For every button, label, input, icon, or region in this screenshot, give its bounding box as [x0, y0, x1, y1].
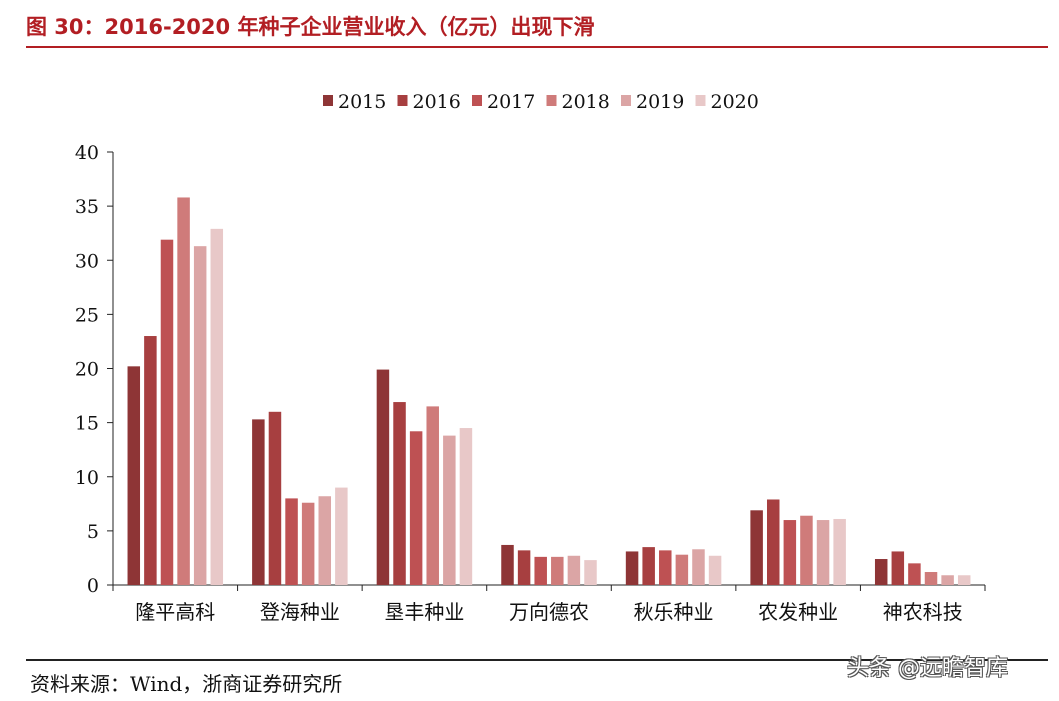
legend-swatch-2019 — [621, 95, 631, 106]
y-tick-label: 15 — [75, 413, 99, 435]
legend-label-2019: 2019 — [636, 91, 684, 113]
y-tick-label: 5 — [87, 521, 99, 543]
bar-2020-5 — [833, 518, 846, 585]
bar-2019-5 — [816, 520, 830, 585]
bar-2015-5 — [750, 510, 763, 585]
bar-2016-4 — [642, 547, 655, 585]
bar-2018-3 — [551, 556, 564, 585]
bar-2020-3 — [584, 560, 597, 585]
bar-2019-6 — [941, 575, 954, 585]
source-note: 资料来源：Wind，浙商证券研究所 — [30, 672, 343, 696]
bar-2019-1 — [318, 496, 332, 585]
x-tick-label: 隆平高科 — [135, 600, 215, 624]
y-tick-label: 40 — [75, 142, 99, 164]
legend-swatch-2017 — [472, 95, 482, 106]
bar-chart: 2015 2016 2017 2018 2019 2020 0 5 10 15 20 25 30 35 4… — [75, 91, 986, 624]
bar-2015-6 — [874, 559, 888, 585]
bar-2018-2 — [426, 406, 439, 585]
figure-title: 图 30：2016-2020 年种子企业营业收入（亿元）出现下滑 — [26, 15, 595, 39]
x-tick-label: 神农科技 — [883, 600, 963, 624]
x-tick-label: 垦丰种业 — [384, 600, 464, 624]
bar-2018-0 — [177, 197, 190, 585]
bar-2017-4 — [659, 550, 672, 585]
bar-2016-2 — [393, 402, 406, 585]
bar-2019-0 — [193, 246, 207, 586]
y-tick-label: 30 — [75, 250, 99, 272]
legend-label-2016: 2016 — [413, 91, 461, 113]
y-axis: 0 5 10 15 20 25 30 35 40 — [75, 142, 114, 597]
bar-2015-4 — [625, 551, 639, 585]
bar-2020-6 — [957, 575, 971, 585]
bar-2015-0 — [127, 366, 141, 585]
chart-legend: 2015 2016 2017 2018 2019 2020 — [323, 91, 759, 113]
bar-2020-1 — [335, 487, 348, 585]
bar-2018-1 — [301, 502, 315, 585]
bar-2016-1 — [268, 411, 282, 585]
bar-2016-5 — [766, 499, 780, 585]
x-tick-label: 登海种业 — [260, 600, 340, 624]
bar-2016-6 — [891, 551, 905, 585]
bar-2015-3 — [501, 544, 514, 585]
bar-2017-3 — [534, 556, 547, 585]
y-tick-label: 20 — [75, 359, 99, 381]
x-tick-label: 万向德农 — [509, 600, 589, 624]
bar-2017-2 — [409, 431, 423, 585]
bar-2019-3 — [567, 555, 581, 585]
x-axis: 隆平高科 登海种业 垦丰种业 万向德农 秋乐种业 农发种业 神农科技 — [112, 584, 986, 624]
bar-2020-0 — [210, 228, 224, 586]
bar-2015-2 — [376, 369, 390, 585]
y-tick-label: 35 — [75, 196, 99, 218]
bar-2016-0 — [144, 336, 157, 585]
x-tick-label: 农发种业 — [758, 600, 838, 624]
bar-2017-5 — [783, 520, 797, 585]
bar-2020-4 — [708, 555, 722, 585]
source-divider — [26, 659, 1048, 661]
legend-swatch-2018 — [546, 95, 557, 106]
y-tick-label: 10 — [75, 467, 99, 489]
legend-label-2015: 2015 — [338, 91, 386, 113]
bars — [127, 197, 971, 586]
bar-2017-0 — [160, 239, 174, 585]
bar-2018-4 — [675, 554, 689, 585]
bar-2015-1 — [252, 419, 265, 585]
title-divider — [26, 46, 1048, 48]
legend-swatch-2016 — [397, 95, 408, 106]
x-tick-label: 秋乐种业 — [634, 600, 714, 624]
bar-2018-6 — [924, 572, 938, 585]
watermark: 头条 @远瞻智库 — [847, 656, 1008, 681]
legend-label-2020: 2020 — [711, 91, 759, 113]
y-tick-label: 0 — [87, 575, 99, 597]
legend-swatch-2020 — [695, 95, 706, 106]
bar-2017-6 — [908, 563, 921, 585]
y-tick-label: 25 — [75, 304, 99, 326]
legend-label-2018: 2018 — [562, 91, 610, 113]
bar-2019-4 — [692, 549, 705, 585]
legend-label-2017: 2017 — [487, 91, 535, 113]
bar-2016-3 — [517, 550, 531, 585]
bar-2018-5 — [800, 515, 813, 585]
bar-2020-2 — [459, 428, 473, 585]
legend-swatch-2015 — [323, 95, 333, 106]
bar-2019-2 — [443, 435, 456, 585]
bar-2017-1 — [285, 498, 298, 585]
